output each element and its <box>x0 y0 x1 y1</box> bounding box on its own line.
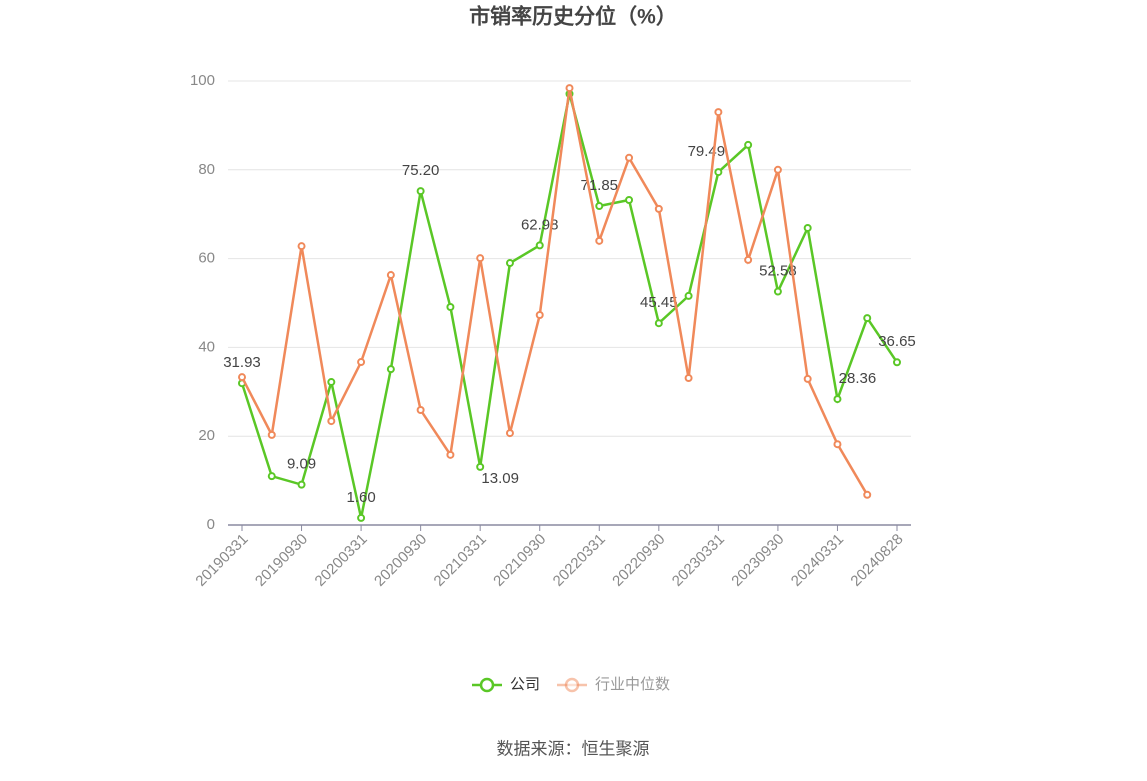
x-tick-label: 20210331 <box>431 531 490 590</box>
data-point <box>357 513 366 522</box>
data-point <box>327 378 336 387</box>
x-tick-label: 20220331 <box>550 531 609 590</box>
legend-label: 公司 <box>510 676 540 693</box>
y-tick-label: 80 <box>198 161 215 178</box>
data-label: 79.49 <box>688 143 726 160</box>
data-label: 28.36 <box>839 370 877 387</box>
legend-marker <box>479 677 495 693</box>
data-label: 52.58 <box>759 263 797 280</box>
data-point <box>476 462 485 471</box>
data-point <box>565 84 574 93</box>
data-point <box>833 440 842 449</box>
x-tick-label: 20240331 <box>788 531 847 590</box>
chart-title: 市销率历史分位（%） <box>469 5 677 29</box>
data-label: 31.93 <box>223 354 261 371</box>
data-point <box>595 201 604 210</box>
data-point <box>893 358 901 367</box>
x-tick-label: 20230331 <box>669 531 728 590</box>
data-point <box>684 374 693 383</box>
legend-item: 公司 <box>472 676 540 693</box>
x-tick-label: 20200331 <box>312 531 371 590</box>
y-tick-label: 40 <box>198 338 215 355</box>
series-line <box>240 87 869 496</box>
data-point <box>505 429 514 438</box>
legend-item: 行业中位数 <box>557 676 670 693</box>
x-tick-label: 20190331 <box>192 531 251 590</box>
y-tick-label: 100 <box>190 72 215 89</box>
data-point <box>505 259 514 268</box>
data-point <box>416 406 425 415</box>
data-point <box>863 314 872 323</box>
x-tick-label: 20210930 <box>490 531 549 590</box>
data-point <box>386 271 395 280</box>
data-point <box>535 310 544 319</box>
source: 数据来源：恒生聚源 <box>497 739 650 758</box>
y-tick-label: 20 <box>198 427 215 444</box>
data-point <box>297 480 306 489</box>
data-point <box>476 254 485 263</box>
legend-marker <box>564 677 580 693</box>
data-point <box>654 319 663 328</box>
data-point <box>446 302 455 311</box>
data-label: 1.60 <box>346 489 375 506</box>
data-point <box>327 417 336 426</box>
data-label: 9.09 <box>287 456 316 473</box>
legend-label: 行业中位数 <box>595 676 670 693</box>
data-point <box>714 168 723 177</box>
data-point <box>625 153 634 162</box>
data-point <box>446 450 455 459</box>
data-point <box>773 287 782 296</box>
x-tick-label: 20240828 <box>847 531 906 590</box>
data-point <box>535 241 544 250</box>
data-point <box>238 373 246 382</box>
data-point <box>714 108 723 117</box>
data-point <box>773 165 782 174</box>
data-point <box>863 490 872 499</box>
y-tick-label: 60 <box>198 250 215 267</box>
data-point <box>803 223 812 232</box>
data-point <box>744 140 753 149</box>
x-tick-label: 20220930 <box>609 531 668 590</box>
data-point <box>625 195 634 204</box>
data-label: 13.09 <box>481 470 519 487</box>
data-point <box>803 374 812 383</box>
data-point <box>297 242 306 251</box>
data-label: 62.98 <box>521 216 559 233</box>
data-point <box>386 365 395 374</box>
data-point <box>744 255 753 264</box>
x-tick-label: 20190930 <box>252 531 311 590</box>
data-point <box>684 291 693 300</box>
data-point <box>654 204 663 213</box>
data-point <box>416 187 425 196</box>
data-point <box>267 430 276 439</box>
series-line <box>240 93 899 519</box>
x-tick-label: 20230930 <box>728 531 787 590</box>
y-tick-label: 0 <box>207 516 215 533</box>
data-label: 45.45 <box>640 294 678 311</box>
data-label: 75.20 <box>402 162 440 179</box>
data-point <box>595 236 604 245</box>
data-point <box>357 358 366 367</box>
data-label: 36.65 <box>878 333 916 350</box>
data-point <box>833 395 842 404</box>
data-point <box>267 472 276 481</box>
x-tick-label: 20200930 <box>371 531 430 590</box>
